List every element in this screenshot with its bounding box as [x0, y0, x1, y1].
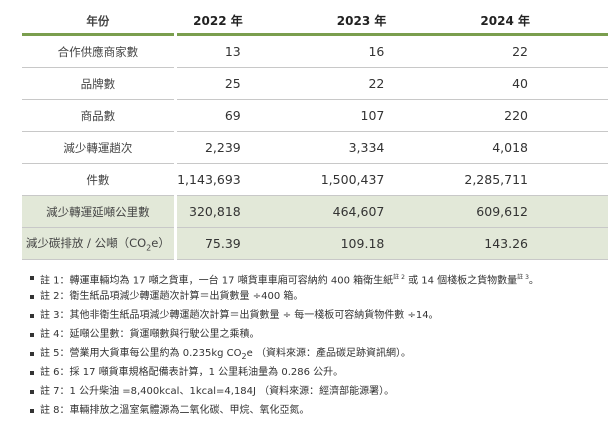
- header-2022: 2022 年: [177, 8, 321, 36]
- row-label: 件數: [22, 164, 174, 196]
- note-4: 註 4：延噸公里數：貨運噸數與行駛公里之乘積。: [30, 325, 539, 344]
- cell-value: 609,612: [464, 196, 608, 228]
- cell-value: 220: [464, 100, 608, 132]
- note-1: 註 1：轉運車輛均為 17 噸之貨車，一台 17 噸貨車車廂可容納約 400 箱…: [30, 268, 539, 287]
- cell-value: 16: [320, 36, 465, 68]
- note-8: 註 8：車輛排放之溫室氣體源為二氧化碳、甲烷、氧化亞氮。: [30, 401, 539, 420]
- notes-list: 註 1：轉運車輛均為 17 噸之貨車，一台 17 噸貨車車廂可容納約 400 箱…: [30, 268, 539, 420]
- cell-value: 109.18: [320, 228, 465, 260]
- cell-value: 40: [464, 68, 608, 100]
- table-row: 件數 1,143,693 1,500,437 2,285,711: [22, 164, 608, 196]
- cell-value: 75.39: [177, 228, 321, 260]
- cell-value: 4,018: [464, 132, 608, 164]
- cell-value: 2,285,711: [464, 164, 608, 196]
- cell-value: 22: [320, 68, 465, 100]
- cell-value: 143.26: [464, 228, 608, 260]
- table-row: 減少轉運趟次 2,239 3,334 4,018: [22, 132, 608, 164]
- cell-value: 1,143,693: [177, 164, 321, 196]
- table-row: 合作供應商家數 13 16 22: [22, 36, 608, 68]
- header-row: 年份 2022 年 2023 年 2024 年: [22, 8, 608, 36]
- row-label: 減少轉運延噸公里數: [22, 196, 174, 228]
- cell-value: 464,607: [320, 196, 465, 228]
- cell-value: 1,500,437: [320, 164, 465, 196]
- header-2023: 2023 年: [320, 8, 465, 36]
- row-label: 減少碳排放 / 公噸（CO2e）: [22, 228, 174, 260]
- row-label: 品牌數: [22, 68, 174, 100]
- table-row: 商品數 69 107 220: [22, 100, 608, 132]
- data-table: 年份 2022 年 2023 年 2024 年 合作供應商家數 13 16 22 品牌數…: [22, 8, 608, 260]
- note-2: 註 2：衛生紙品項減少轉運趟次計算＝出貨數量 ÷400 箱。: [30, 287, 539, 306]
- cell-value: 2,239: [177, 132, 321, 164]
- note-3: 註 3：其他非衛生紙品項減少轉運趟次計算＝出貨數量 ÷ 每一棧板可容納貨物件數 …: [30, 306, 539, 325]
- table-row: 減少轉運延噸公里數 320,818 464,607 609,612: [22, 196, 608, 228]
- row-label: 減少轉運趟次: [22, 132, 174, 164]
- cell-value: 25: [177, 68, 321, 100]
- cell-value: 13: [177, 36, 321, 68]
- table-row: 減少碳排放 / 公噸（CO2e） 75.39 109.18 143.26: [22, 228, 608, 260]
- row-label: 合作供應商家數: [22, 36, 174, 68]
- cell-value: 69: [177, 100, 321, 132]
- table-row: 品牌數 25 22 40: [22, 68, 608, 100]
- cell-value: 22: [464, 36, 608, 68]
- cell-value: 320,818: [177, 196, 321, 228]
- note-7: 註 7：1 公升柴油 =8,400kcal、1kcal=4,184J （資料來源…: [30, 382, 539, 401]
- header-2024: 2024 年: [464, 8, 608, 36]
- note-5: 註 5：營業用大貨車每公里約為 0.235kg CO2e （資料來源：產品碳足跡…: [30, 344, 539, 363]
- cell-value: 3,334: [320, 132, 465, 164]
- note-6: 註 6：採 17 噸貨車規格配備表計算，1 公里耗油量為 0.286 公升。: [30, 363, 539, 382]
- cell-value: 107: [320, 100, 465, 132]
- row-label: 商品數: [22, 100, 174, 132]
- header-year: 年份: [22, 8, 174, 36]
